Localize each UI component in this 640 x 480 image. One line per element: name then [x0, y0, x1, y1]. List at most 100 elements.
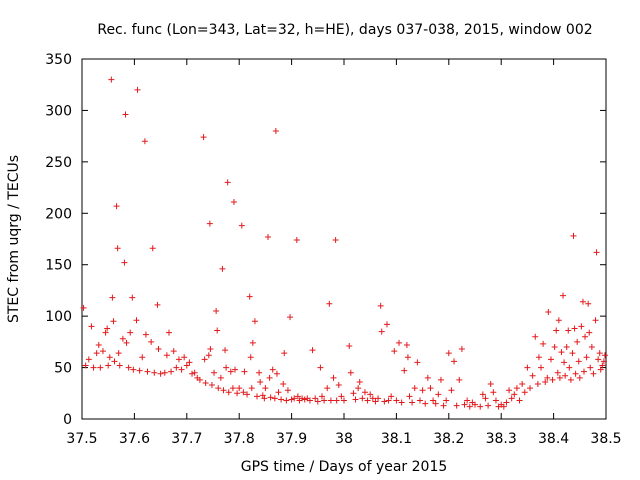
x-tick-label: 38 — [335, 431, 353, 447]
data-point — [521, 389, 528, 396]
data-point — [244, 391, 251, 398]
y-tick-label: 100 — [45, 309, 72, 325]
data-point — [261, 395, 268, 402]
data-point — [123, 339, 130, 346]
data-point — [125, 364, 132, 371]
data-point — [163, 352, 170, 359]
data-point — [232, 366, 239, 373]
data-point — [161, 369, 168, 376]
data-point — [205, 352, 212, 359]
data-point — [595, 356, 602, 363]
data-point — [220, 387, 227, 394]
data-point — [88, 323, 95, 330]
data-point — [513, 385, 520, 392]
data-point — [97, 364, 104, 371]
y-tick-label: 350 — [45, 52, 72, 68]
data-point — [257, 378, 264, 385]
data-point — [321, 397, 328, 404]
data-point — [191, 369, 198, 376]
data-point — [254, 393, 261, 400]
data-point — [388, 393, 395, 400]
data-point — [580, 368, 587, 375]
data-point — [168, 368, 175, 375]
data-point — [121, 259, 128, 266]
data-point — [317, 364, 324, 371]
data-point — [579, 298, 586, 305]
data-point — [149, 245, 156, 252]
data-point — [547, 356, 554, 363]
data-point — [115, 350, 122, 357]
data-point — [213, 308, 220, 314]
data-point — [464, 397, 471, 404]
y-axis-label: STEC from uqrg / TECUs — [6, 155, 22, 323]
data-point — [309, 347, 316, 354]
data-point — [202, 380, 209, 386]
data-point — [283, 397, 290, 404]
data-point — [587, 364, 594, 371]
data-point — [506, 387, 513, 394]
data-point — [196, 376, 203, 383]
x-tick-label: 38.2 — [433, 431, 464, 447]
data-point — [437, 376, 444, 383]
data-point — [273, 370, 280, 377]
data-point — [569, 350, 576, 357]
data-point — [99, 348, 106, 355]
data-point — [293, 237, 300, 244]
data-point — [256, 369, 263, 376]
data-point — [291, 395, 298, 402]
data-point — [588, 344, 595, 350]
data-point — [554, 369, 561, 376]
data-point — [189, 370, 196, 377]
data-point — [601, 352, 608, 359]
data-point — [122, 111, 129, 118]
data-point — [259, 392, 266, 399]
y-tick-label: 150 — [45, 258, 72, 274]
data-point — [183, 362, 190, 369]
y-tick-label: 50 — [54, 361, 72, 377]
data-points — [80, 76, 608, 410]
data-point — [440, 402, 447, 409]
data-point — [596, 350, 603, 357]
data-point — [555, 317, 562, 324]
data-point — [479, 391, 486, 398]
data-point — [251, 318, 258, 325]
data-point — [249, 339, 256, 346]
data-point — [398, 399, 405, 406]
data-point — [422, 400, 429, 407]
data-point — [538, 364, 545, 371]
data-point — [215, 385, 222, 392]
data-point — [266, 374, 273, 381]
x-tick-label: 37.5 — [66, 431, 97, 447]
data-point — [129, 294, 136, 301]
data-point — [359, 395, 366, 402]
data-point — [419, 387, 426, 394]
data-point — [432, 400, 439, 407]
data-point — [367, 391, 374, 398]
data-point — [178, 366, 185, 373]
data-point — [227, 368, 234, 375]
data-point — [230, 198, 237, 205]
data-point — [326, 300, 333, 307]
y-tick-label: 200 — [45, 206, 72, 222]
data-point — [144, 368, 151, 375]
data-point — [456, 376, 463, 383]
data-point — [576, 374, 583, 381]
data-point — [173, 364, 180, 371]
data-point — [114, 245, 121, 252]
data-point — [211, 369, 218, 376]
data-point — [271, 395, 278, 402]
data-point — [590, 370, 597, 377]
data-point — [583, 354, 590, 361]
data-point — [222, 347, 229, 354]
data-point — [487, 381, 494, 388]
data-point — [535, 354, 542, 361]
data-point — [318, 393, 325, 400]
data-point — [482, 395, 489, 402]
data-point — [396, 339, 403, 346]
data-point — [327, 397, 334, 404]
data-point — [151, 369, 158, 376]
data-point — [409, 399, 416, 406]
data-point — [401, 367, 408, 374]
data-point — [165, 329, 172, 336]
data-point — [377, 302, 384, 309]
